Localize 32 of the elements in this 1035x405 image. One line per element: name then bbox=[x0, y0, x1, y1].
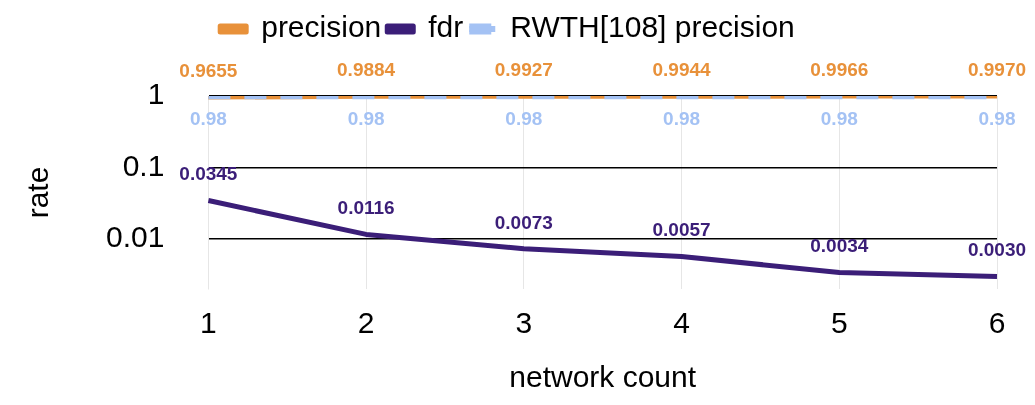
x-axis-title: network count bbox=[509, 360, 697, 394]
legend-label: precision bbox=[261, 10, 382, 44]
data-label: 0.0073 bbox=[494, 211, 553, 233]
x-tick-label: 5 bbox=[830, 306, 848, 340]
legend-label: RWTH[108] precision bbox=[510, 10, 795, 44]
y-axis-title: rate bbox=[21, 166, 55, 219]
data-label: 0.98 bbox=[978, 108, 1016, 130]
y-tick-label: 0.1 bbox=[122, 148, 165, 182]
x-tick-label: 3 bbox=[515, 306, 533, 340]
data-label: 0.98 bbox=[663, 108, 701, 130]
data-label: 0.9927 bbox=[494, 58, 553, 80]
data-label: 0.0057 bbox=[652, 219, 711, 241]
data-label: 0.98 bbox=[347, 108, 385, 130]
data-label: 0.0116 bbox=[337, 197, 395, 219]
x-tick-label: 1 bbox=[200, 306, 217, 340]
x-tick-label: 6 bbox=[988, 306, 1006, 340]
data-label: 0.0030 bbox=[967, 239, 1027, 261]
x-tick-label: 4 bbox=[673, 306, 690, 340]
data-label: 0.0034 bbox=[810, 235, 869, 257]
data-label: 0.98 bbox=[505, 108, 543, 130]
data-label: 0.9655 bbox=[179, 59, 238, 81]
data-label: 0.9966 bbox=[810, 58, 869, 80]
y-tick-label: 0.01 bbox=[106, 220, 165, 254]
data-label: 0.98 bbox=[189, 108, 227, 130]
data-label: 0.9970 bbox=[967, 58, 1027, 80]
y-tick-label: 1 bbox=[147, 77, 165, 111]
data-label: 0.9944 bbox=[652, 58, 712, 80]
legend-label: fdr bbox=[428, 10, 464, 44]
x-tick-label: 2 bbox=[357, 306, 375, 340]
data-label: 0.9884 bbox=[337, 59, 396, 81]
data-label: 0.98 bbox=[820, 108, 858, 130]
data-label: 0.0345 bbox=[179, 163, 238, 185]
